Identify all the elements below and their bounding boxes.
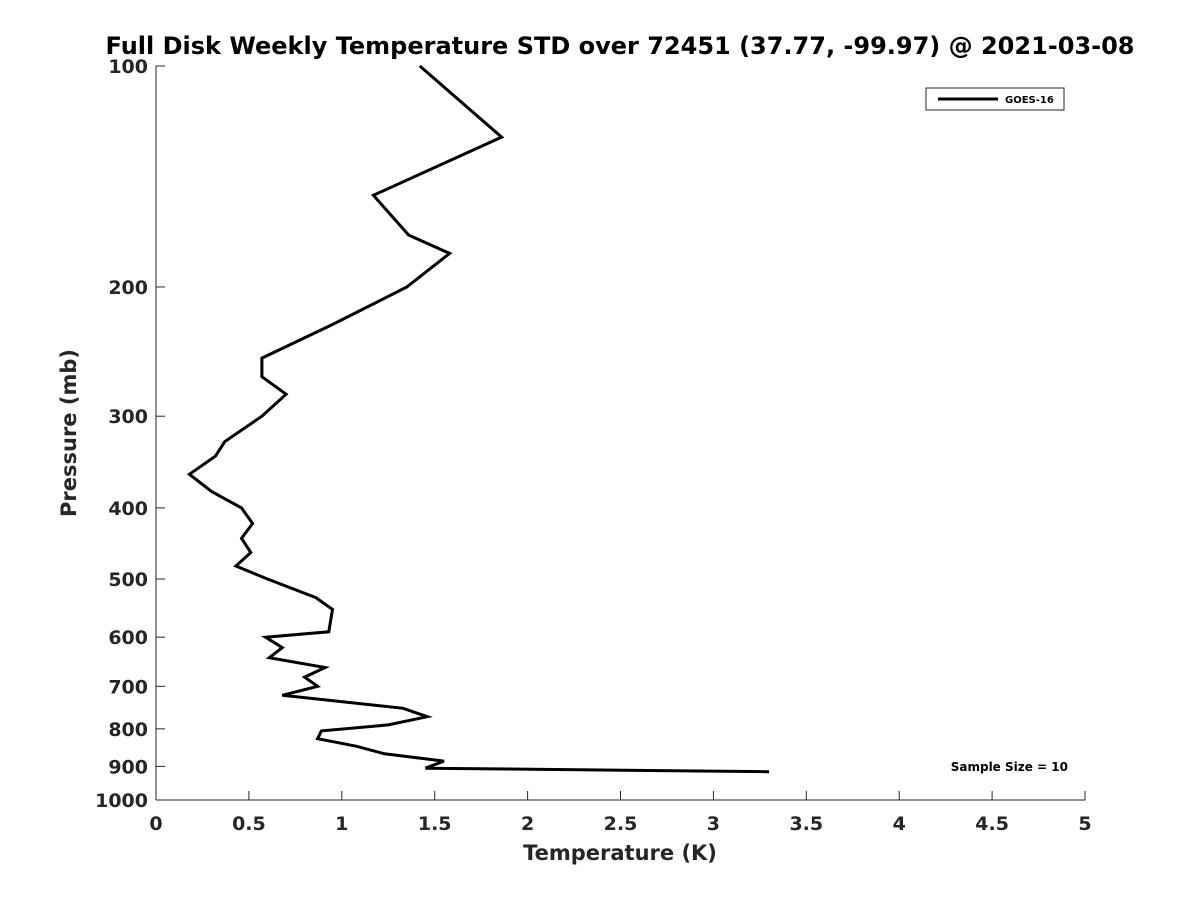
y-tick-label: 200 [108, 277, 148, 299]
y-ticks: 100 200 300 400 500 600 700 800 900 1000 [95, 56, 165, 812]
x-tick-label: 2.5 [604, 813, 638, 835]
x-tick-label: 0 [149, 813, 162, 835]
y-tick-label: 400 [108, 498, 148, 520]
x-tick-label: 5 [1078, 813, 1091, 835]
legend: GOES-16 [925, 87, 1065, 111]
x-axis-label: Temperature (K) [523, 841, 717, 865]
legend-label-goes-16: GOES-16 [1005, 95, 1054, 106]
y-tick-label: 500 [108, 569, 148, 591]
y-axis-label: Pressure (mb) [57, 349, 81, 517]
y-tick-label: 900 [108, 756, 148, 778]
chart-title: Full Disk Weekly Temperature STD over 72… [106, 32, 1135, 60]
x-tick-label: 1 [335, 813, 348, 835]
x-tick-label: 0.5 [232, 813, 266, 835]
x-tick-label: 1.5 [418, 813, 452, 835]
y-tick-label: 700 [108, 676, 148, 698]
y-tick-label: 300 [108, 406, 148, 428]
x-tick-label: 2 [521, 813, 534, 835]
y-tick-label: 600 [108, 627, 148, 649]
x-tick-label: 4.5 [975, 813, 1009, 835]
y-tick-label: 800 [108, 719, 148, 741]
x-tick-label: 3 [707, 813, 720, 835]
x-tick-label: 4 [893, 813, 906, 835]
y-tick-label: 100 [108, 56, 148, 78]
x-ticks: 0 0.5 1 1.5 2 2.5 3 3.5 4 4.5 5 [149, 791, 1092, 835]
y-tick-label: 1000 [95, 790, 148, 812]
x-tick-label: 3.5 [789, 813, 823, 835]
series-layer [186, 64, 770, 774]
sample-size-annotation: Sample Size = 10 [951, 760, 1068, 774]
series-line-goes-16 [186, 64, 770, 774]
